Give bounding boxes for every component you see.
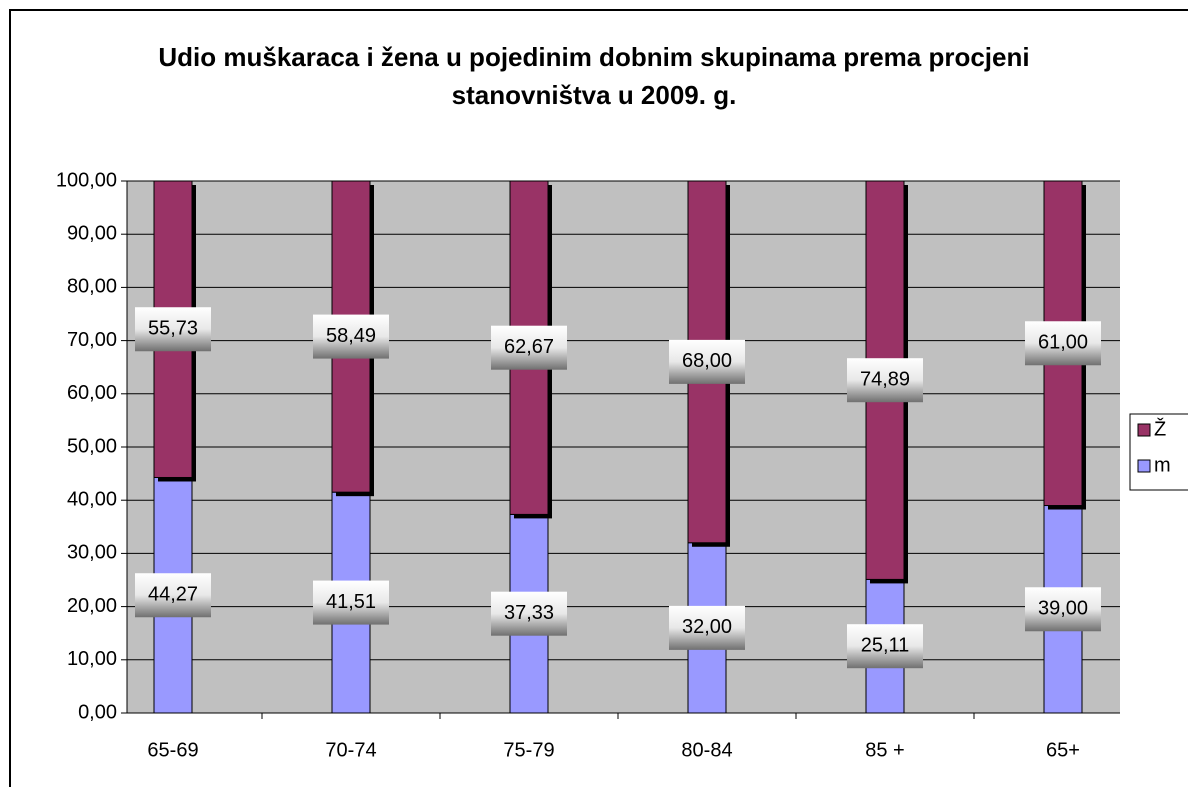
label-box — [669, 605, 745, 650]
value-label: 25,11 — [861, 634, 910, 656]
label-box — [847, 624, 923, 669]
y-tick-label: 60,00 — [67, 382, 117, 404]
value-label: 44,27 — [148, 584, 198, 606]
legend-swatch — [1137, 459, 1151, 473]
label-box — [669, 339, 745, 384]
chart-title: Udio muškaraca i žena u pojedinim dobnim… — [158, 42, 1030, 110]
legend-label: Ž — [1154, 417, 1166, 440]
value-label: 55,73 — [148, 318, 198, 340]
value-label: 37,33 — [504, 602, 554, 624]
x-tick-label: 70-74 — [325, 739, 376, 761]
x-tick-label: 75-79 — [503, 739, 554, 761]
label-box — [1025, 321, 1101, 366]
value-label: 32,00 — [682, 616, 732, 638]
label-box — [313, 314, 389, 359]
value-label: 62,67 — [504, 336, 554, 358]
label-box — [1025, 587, 1101, 632]
y-tick-label: 20,00 — [67, 595, 117, 617]
y-tick-label: 40,00 — [67, 488, 117, 510]
y-tick-label: 30,00 — [67, 542, 117, 564]
x-tick-label: 65+ — [1046, 739, 1080, 761]
value-label: 61,00 — [1038, 332, 1088, 354]
value-label: 74,89 — [860, 368, 910, 390]
y-tick-label: 50,00 — [67, 435, 117, 457]
y-tick-label: 0,00 — [78, 701, 117, 723]
y-tick-label: 100,00 — [56, 169, 117, 191]
value-label: 58,49 — [326, 325, 376, 347]
label-box — [491, 591, 567, 636]
x-tick-label: 85 + — [865, 739, 904, 761]
label-box — [847, 358, 923, 403]
label-box — [135, 573, 211, 618]
label-box — [491, 325, 567, 370]
y-tick-label: 80,00 — [67, 276, 117, 298]
y-tick-label: 10,00 — [67, 648, 117, 670]
legend-label: m — [1154, 454, 1171, 476]
x-tick-label: 65-69 — [147, 739, 198, 761]
y-tick-label: 70,00 — [67, 329, 117, 351]
value-label: 39,00 — [1038, 598, 1088, 620]
value-label: 41,51 — [326, 591, 376, 613]
value-label: 68,00 — [682, 350, 732, 372]
legend-swatch — [1137, 423, 1151, 437]
x-tick-label: 80-84 — [681, 739, 732, 761]
y-tick-label: 90,00 — [67, 222, 117, 244]
label-box — [135, 307, 211, 352]
label-box — [313, 580, 389, 625]
